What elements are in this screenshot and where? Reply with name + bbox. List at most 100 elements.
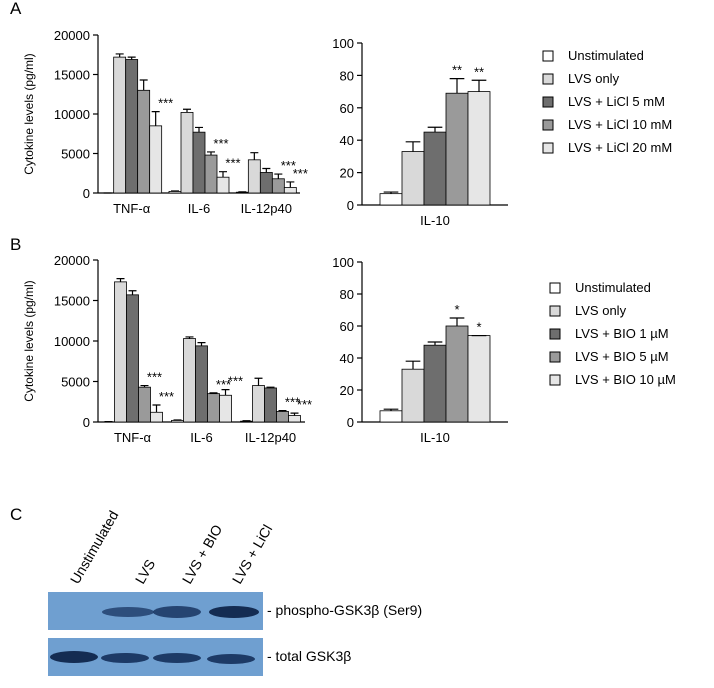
legend-swatch [543, 51, 553, 61]
y-tick-label: 0 [83, 186, 90, 201]
legend-label: Unstimulated [568, 48, 644, 63]
x-tick-label: IL-10 [420, 213, 450, 228]
error-bar [406, 361, 421, 369]
significance: ** [452, 63, 462, 78]
y-tick-label: 0 [83, 415, 90, 430]
significance: *** [213, 136, 228, 151]
y-tick-label: 20 [340, 383, 354, 398]
x-tick-label: TNF-α [113, 201, 151, 216]
x-tick-label: IL-12p40 [245, 430, 296, 445]
legend-label: LVS + LiCl 5 mM [568, 94, 665, 109]
legend-swatch [543, 74, 553, 84]
bar [260, 172, 272, 193]
significance: * [476, 320, 481, 335]
significance: * [454, 302, 459, 317]
y-tick-label: 15000 [54, 294, 90, 309]
bar [169, 191, 181, 193]
y-tick-label: 0 [347, 198, 354, 213]
legend-label: LVS + BIO 5 µM [575, 349, 669, 364]
legend-label: LVS only [575, 303, 627, 318]
bar [196, 346, 208, 422]
significance: *** [297, 397, 312, 412]
y-tick-label: 20 [340, 166, 354, 181]
error-bar [140, 80, 148, 90]
bar [424, 132, 446, 205]
y-tick-label: 100 [332, 36, 354, 51]
error-bar [117, 279, 125, 282]
significance: *** [225, 156, 240, 171]
bar [468, 92, 490, 205]
y-tick-label: 0 [347, 415, 354, 430]
bar [151, 412, 163, 422]
bar [468, 336, 490, 422]
bar [253, 386, 265, 422]
y-tick-label: 20000 [54, 28, 90, 43]
significance: *** [159, 389, 174, 404]
legend-label: Unstimulated [575, 280, 651, 295]
bar [205, 155, 217, 193]
bar [115, 282, 127, 422]
bar [150, 126, 162, 193]
bar [380, 194, 402, 205]
error-bar [428, 127, 443, 132]
bar [114, 57, 126, 193]
bar [272, 179, 284, 193]
legend-swatch [543, 97, 553, 107]
legend-label: LVS only [568, 71, 620, 86]
bar [402, 152, 424, 205]
x-tick-label: IL-12p40 [241, 201, 292, 216]
bar [220, 395, 232, 422]
panel-label: B [10, 235, 21, 254]
error-bar [274, 174, 282, 179]
bar [380, 411, 402, 422]
y-tick-label: 5000 [61, 147, 90, 162]
error-bar [152, 112, 160, 126]
significance: *** [147, 370, 162, 385]
bar [184, 339, 196, 422]
y-tick-label: 10000 [54, 107, 90, 122]
y-axis-label: Cytokine levels (pg/ml) [22, 280, 36, 401]
bar [248, 160, 260, 193]
y-tick-label: 5000 [61, 375, 90, 390]
panel-label: C [10, 505, 22, 524]
lane-label: Unstimulated [67, 508, 122, 587]
lane-label: LVS [132, 556, 159, 586]
error-bar [116, 54, 124, 57]
x-tick-label: TNF-α [114, 430, 152, 445]
error-bar [262, 169, 270, 173]
y-tick-label: 100 [332, 255, 354, 270]
legend-swatch [550, 375, 560, 385]
bar [126, 59, 138, 193]
bar [446, 93, 468, 205]
bar [289, 416, 301, 422]
bar [208, 394, 220, 422]
x-tick-label: IL-6 [188, 201, 210, 216]
legend-swatch [550, 352, 560, 362]
legend-label: LVS + LiCl 10 mM [568, 117, 672, 132]
legend-label: LVS + BIO 1 µM [575, 326, 669, 341]
significance: *** [158, 96, 173, 111]
y-tick-label: 10000 [54, 334, 90, 349]
y-tick-label: 60 [340, 319, 354, 334]
error-bar [129, 291, 137, 295]
error-bar [450, 318, 465, 326]
error-bar [195, 127, 203, 132]
bar [446, 326, 468, 422]
y-tick-label: 60 [340, 101, 354, 116]
bar [181, 112, 193, 193]
error-bar [219, 172, 227, 178]
bar [424, 345, 446, 422]
y-tick-label: 80 [340, 287, 354, 302]
error-bar [250, 153, 258, 160]
error-bar [450, 79, 465, 94]
error-bar [472, 80, 487, 91]
legend-label: LVS + LiCl 20 mM [568, 140, 672, 155]
legend-swatch [543, 143, 553, 153]
y-tick-label: 15000 [54, 68, 90, 83]
bar [127, 295, 139, 422]
blot-image [48, 592, 263, 676]
panel-label: A [10, 0, 22, 18]
error-bar [286, 182, 294, 188]
error-bar [153, 405, 161, 412]
